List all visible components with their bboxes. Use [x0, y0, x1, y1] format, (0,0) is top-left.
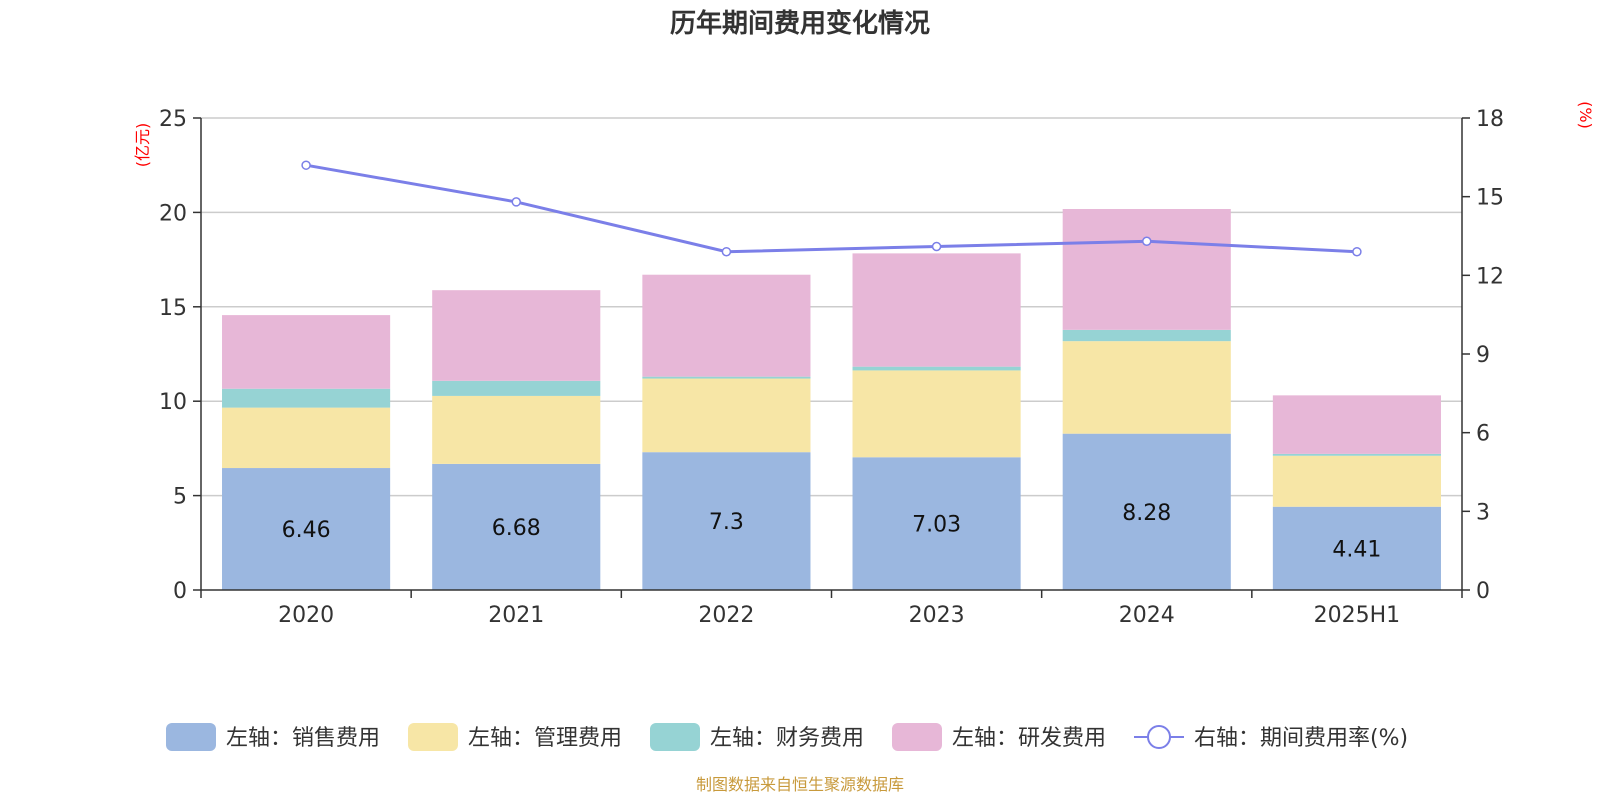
right-axis-tick-label: 0	[1476, 579, 1490, 604]
right-axis-tick-label: 6	[1476, 422, 1490, 447]
legend-label: 左轴：管理费用	[468, 726, 622, 751]
bar-segment	[1062, 329, 1231, 342]
x-axis-tick-label: 2022	[698, 603, 754, 628]
legend-swatch	[408, 723, 458, 751]
x-axis-tick-label: 2024	[1119, 603, 1175, 628]
rate-line-point	[931, 241, 942, 252]
legend-swatch	[650, 723, 700, 751]
bar-segment	[222, 407, 391, 469]
rate-line-point	[301, 160, 311, 170]
legend-swatch	[166, 723, 216, 751]
bar-segment	[642, 274, 811, 377]
right-axis-tick-label: 12	[1476, 264, 1504, 289]
bar-data-label: 7.3	[709, 510, 744, 535]
rate-line-point	[1142, 236, 1152, 246]
bar-segment	[852, 370, 1021, 458]
legend-label: 左轴：研发费用	[952, 726, 1106, 751]
bar-segment	[1062, 209, 1231, 330]
x-axis-tick-label: 2021	[488, 603, 544, 628]
bar-segment	[642, 378, 811, 453]
right-axis-tick-label: 3	[1476, 500, 1490, 525]
bar-data-label: 4.41	[1332, 537, 1381, 562]
bar-segment	[1272, 506, 1441, 590]
bar-series-group	[222, 209, 1441, 590]
bar-data-label: 8.28	[1122, 501, 1171, 526]
left-axis-tick-label: 25	[159, 107, 187, 132]
bar-data-label: 7.03	[912, 513, 961, 538]
bar-segment	[222, 315, 391, 389]
rate-line-point	[1352, 246, 1362, 257]
right-axis-tick-label: 18	[1476, 107, 1504, 132]
x-axis-tick-label: 2025H1	[1314, 603, 1401, 628]
right-axis-unit: (%)	[1576, 101, 1595, 129]
bar-segment	[222, 468, 391, 590]
legend-label: 右轴：期间费用率(%)	[1194, 726, 1408, 751]
bar-segment	[852, 253, 1021, 367]
bar-segment	[1062, 433, 1231, 590]
chart-title: 历年期间费用变化情况	[670, 8, 930, 39]
legend[interactable]: 左轴：销售费用 左轴：管理费用 左轴：财务费用 左轴：研发费用 右轴：期间费用率(%)	[166, 723, 1408, 751]
bar-data-label: 6.68	[492, 516, 541, 541]
x-axis-tick-label: 2023	[909, 603, 965, 628]
left-axis-unit: (亿元)	[133, 123, 152, 168]
rate-line-point	[511, 197, 521, 207]
bar-segment	[1272, 453, 1441, 456]
legend-swatch	[892, 723, 942, 751]
source-note: 制图数据来自恒生聚源数据库	[696, 775, 904, 794]
bar-segment	[432, 380, 601, 396]
bar-segment	[222, 388, 391, 408]
line-series-group	[301, 160, 1362, 257]
bar-data-label: 6.46	[282, 518, 331, 543]
right-axis-tick-label: 9	[1476, 343, 1490, 368]
left-axis-tick-label: 0	[173, 579, 187, 604]
x-axis-tick-label: 2020	[278, 603, 334, 628]
bar-segment	[852, 457, 1021, 590]
left-axis-tick-label: 20	[159, 201, 187, 226]
left-axis-tick-label: 5	[173, 485, 187, 510]
bar-segment	[642, 376, 811, 379]
bar-segment	[1272, 455, 1441, 507]
bar-segment	[1062, 341, 1231, 434]
bar-segment	[1272, 395, 1441, 454]
legend-marker	[1147, 725, 1171, 749]
data-labels: 6.46 6.68 7.3 7.03 8.28 4.41	[282, 501, 1382, 563]
bar-segment	[432, 463, 601, 590]
left-axis-tick-label: 10	[159, 390, 187, 415]
gridlines	[201, 117, 1462, 497]
right-axis-tick-label: 15	[1476, 186, 1504, 211]
left-axis-tick-label: 15	[159, 296, 187, 321]
bar-segment	[432, 290, 601, 381]
bar-segment	[852, 366, 1021, 371]
bar-segment	[642, 452, 811, 590]
rate-line-point	[721, 246, 732, 257]
legend-label: 左轴：财务费用	[710, 726, 864, 751]
legend-label: 左轴：销售费用	[226, 726, 380, 751]
axes: 0 5 10 15 20 25 0 3 6 9 12 15 18 2020 2021 2022 2023 2024…	[159, 107, 1504, 628]
rate-line	[305, 163, 1357, 254]
bar-segment	[432, 395, 601, 464]
